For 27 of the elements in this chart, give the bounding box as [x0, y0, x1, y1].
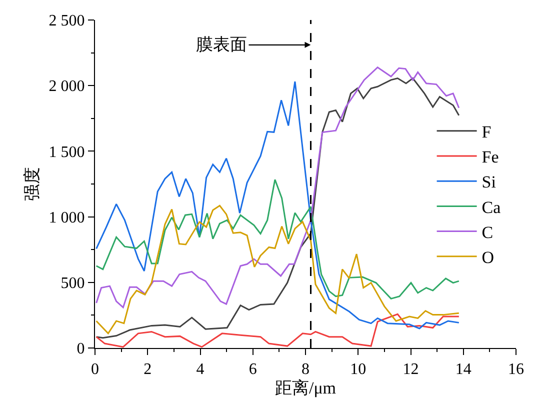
- x-tick-label: 8: [302, 361, 310, 378]
- y-tick-label: 0: [76, 340, 85, 358]
- x-tick-label: 16: [508, 361, 524, 378]
- line-series: [96, 313, 460, 348]
- y-axis-title: 强度: [22, 167, 42, 201]
- legend-label: F: [482, 122, 492, 142]
- y-tick-label: 1 500: [48, 144, 85, 161]
- x-tick-label: 12: [402, 361, 419, 378]
- x-tick-label: 2: [144, 361, 152, 378]
- x-tick-label: 6: [248, 361, 257, 378]
- y-tick-label: 1 000: [48, 209, 85, 226]
- y-tick-label: 500: [60, 275, 85, 292]
- y-tick-label: 2 000: [48, 78, 85, 96]
- x-axis-title: 距离/μm: [274, 378, 336, 398]
- x-tick-label: 4: [196, 361, 204, 378]
- legend-label: Si: [482, 172, 496, 192]
- x-tick-label: 14: [455, 361, 472, 378]
- x-tick-label: 0: [91, 361, 99, 378]
- legend-label: Ca: [482, 198, 502, 217]
- legend-label: O: [482, 248, 494, 268]
- x-tick-label: 10: [350, 361, 366, 378]
- legend-label: Fe: [482, 148, 499, 167]
- y-tick-label: 2 500: [48, 12, 85, 30]
- annotation: 膜表面: [196, 35, 247, 54]
- legend-label: C: [482, 222, 494, 242]
- line-series: [96, 204, 460, 334]
- line-series: [96, 178, 460, 300]
